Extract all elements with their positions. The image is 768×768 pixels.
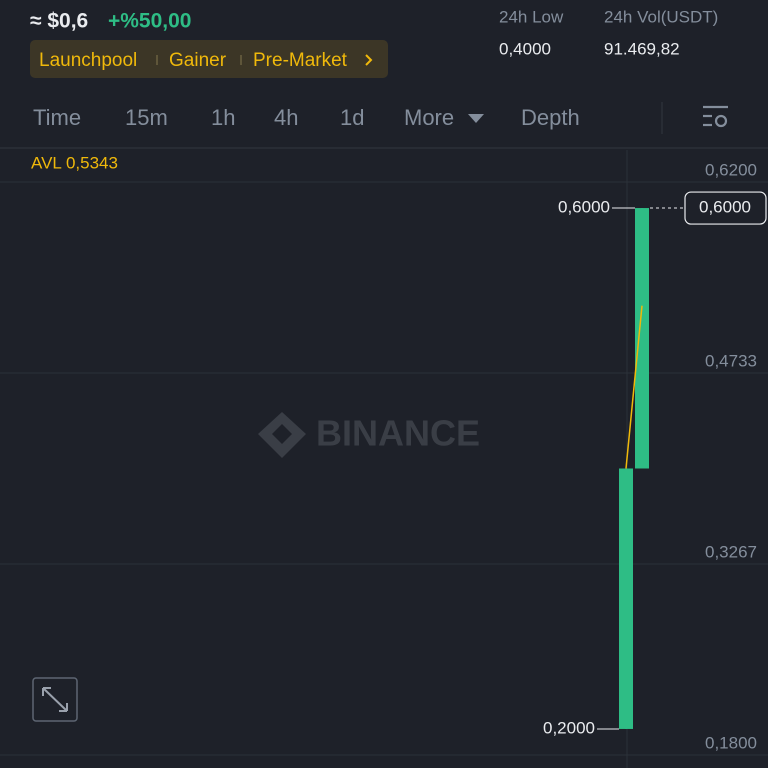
stat-label: 24h Vol(USDT) [604,7,718,26]
stat-value: 0,4000 [499,39,551,58]
watermark: BINANCE [316,413,480,454]
tab[interactable]: 1h [211,105,235,130]
tab[interactable]: More [404,105,454,130]
legend-entry: AVL 0,5343 [31,153,118,172]
tab[interactable]: 15m [125,105,168,130]
y-tick-label: 0,3267 [705,542,757,561]
last-price-label: 0,6000 [699,198,751,217]
expand-icon [42,687,68,712]
stat-value: 91.469,82 [604,39,680,58]
watermark-logo [258,412,306,458]
tab[interactable]: 1d [340,105,364,130]
last-price-box [684,191,767,225]
tag-bar[interactable] [30,40,388,78]
settings-icon[interactable] [703,105,728,128]
candle-body [635,208,649,469]
tag[interactable]: Gainer [169,50,227,71]
stat-label: 24h Low [499,7,564,26]
change: +%50,00 [108,10,192,33]
y-tick-label: 0,6200 [705,160,757,179]
expand-button[interactable] [32,677,78,722]
tag[interactable]: Pre-Market [253,50,348,71]
tag[interactable]: Launchpool [39,50,137,71]
low-label: 0,2000 [543,718,595,737]
tab[interactable]: Depth [521,105,580,130]
y-tick-label: 0,4733 [705,352,757,371]
tab[interactable]: 4h [274,105,298,130]
high-label: 0,6000 [558,198,610,217]
y-tick-label: 0,1800 [705,733,757,752]
chevron [365,54,373,66]
ma-line [625,305,643,469]
dropdown-icon [468,114,484,123]
tab[interactable]: Time [33,105,81,130]
price: ≈ $0,6 [30,10,88,33]
candle-body [619,468,633,729]
